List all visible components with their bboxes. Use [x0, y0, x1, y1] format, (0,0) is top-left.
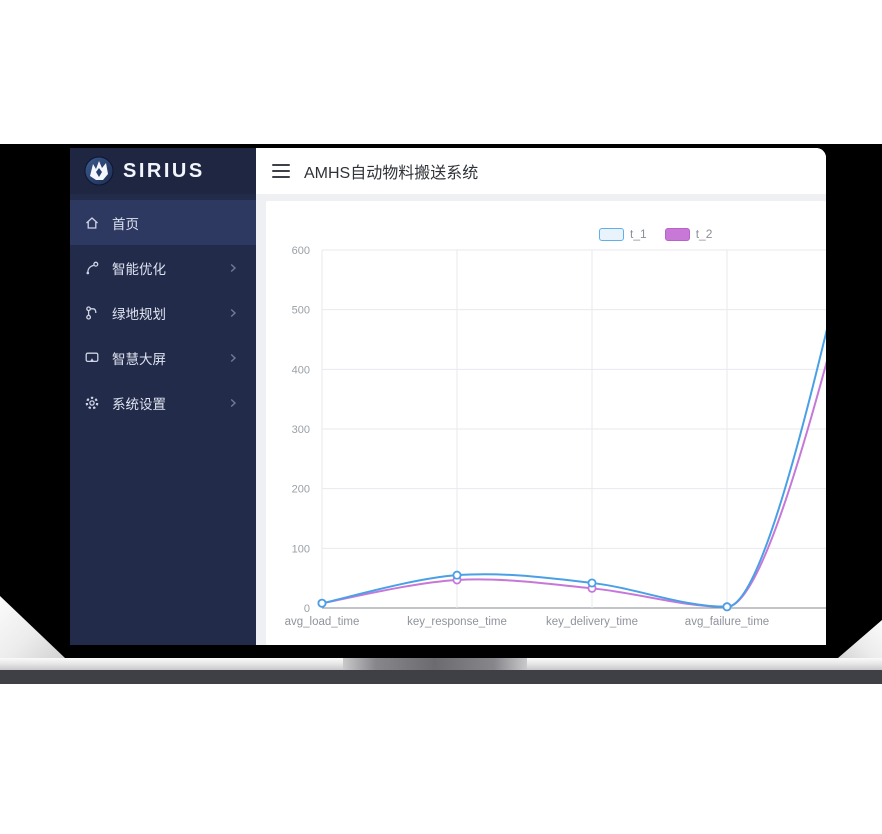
- x-tick-label: avg_failure_time: [685, 616, 769, 628]
- y-tick-label: 100: [292, 543, 310, 555]
- sidebar: SIRIUS 首页智能优化绿地规划智慧大屏系统设置: [70, 148, 256, 645]
- chevron-right-icon: [228, 263, 238, 273]
- sidebar-item-label: 智能优化: [112, 261, 166, 277]
- sidebar-item-label: 首页: [112, 216, 139, 232]
- y-tick-label: 0: [304, 603, 310, 615]
- line-chart: 0 100 200 300 400 500 600 avg_load_time key_resp…: [285, 245, 826, 628]
- sidebar-menu: 首页智能优化绿地规划智慧大屏系统设置: [70, 194, 256, 425]
- data-point-t_1: [722, 602, 732, 612]
- menu-fold-icon[interactable]: [272, 164, 290, 178]
- data-point-t_1: [587, 578, 597, 588]
- y-tick-label: 500: [292, 305, 310, 317]
- sidebar-item-big-screen[interactable]: 智慧大屏: [70, 335, 256, 380]
- laptop-base-notch: [343, 658, 527, 670]
- chevron-right-icon: [228, 398, 238, 408]
- series-line-t_2: [321, 360, 826, 608]
- data-point-t_1: [317, 598, 327, 608]
- x-tick-label: key_delivery_time: [546, 616, 638, 628]
- home-icon: [84, 215, 100, 231]
- chevron-right-icon: [228, 308, 238, 318]
- legend-label: t_1: [630, 227, 647, 241]
- logo-row[interactable]: SIRIUS: [70, 148, 256, 194]
- data-point-t_1: [452, 570, 462, 580]
- nodes-icon: [84, 305, 100, 321]
- sidebar-item-label: 智慧大屏: [112, 351, 166, 367]
- x-tick-label: avg_load_time: [285, 616, 360, 628]
- sidebar-item-optimization[interactable]: 智能优化: [70, 245, 256, 290]
- sidebar-item-label: 系统设置: [112, 396, 166, 412]
- y-tick-label: 600: [292, 245, 310, 257]
- app-window: SIRIUS 首页智能优化绿地规划智慧大屏系统设置 AMHS自动物料搬送系统 t…: [70, 148, 826, 645]
- sidebar-item-label: 绿地规划: [112, 306, 166, 322]
- laptop-base-front: [0, 670, 882, 684]
- screen-icon: [84, 350, 100, 366]
- sidebar-item-planning[interactable]: 绿地规划: [70, 290, 256, 335]
- chart-card: t_1 t_2 0 100 200 300 400 500 600 avg_load_time k…: [266, 201, 826, 645]
- gear-icon: [84, 395, 100, 411]
- legend-swatch: [664, 227, 690, 241]
- legend-item-t_1[interactable]: t_1: [599, 227, 647, 241]
- chevron-right-icon: [228, 353, 238, 363]
- y-tick-label: 200: [292, 484, 310, 496]
- y-tick-label: 300: [292, 424, 310, 436]
- sidebar-item-settings[interactable]: 系统设置: [70, 380, 256, 425]
- series-line-t_1: [321, 329, 826, 608]
- y-tick-label: 400: [292, 364, 310, 376]
- route-icon: [84, 260, 100, 276]
- logo-text: SIRIUS: [123, 159, 205, 182]
- legend-item-t_2[interactable]: t_2: [664, 227, 713, 241]
- chart-legend: t_1 t_2: [599, 227, 712, 241]
- sidebar-item-home[interactable]: 首页: [70, 200, 256, 245]
- page-title: AMHS自动物料搬送系统: [304, 165, 479, 182]
- content-area: t_1 t_2 0 100 200 300 400 500 600 avg_load_time k…: [256, 195, 826, 645]
- legend-swatch: [599, 227, 624, 241]
- x-tick-label: key_response_time: [407, 616, 507, 628]
- legend-label: t_2: [695, 227, 713, 241]
- navbar: AMHS自动物料搬送系统: [256, 148, 826, 195]
- main-area: AMHS自动物料搬送系统 t_1 t_2 0 100 200 300 400 500 600 a…: [256, 148, 826, 645]
- sirius-wolf-logo-icon: [84, 156, 114, 186]
